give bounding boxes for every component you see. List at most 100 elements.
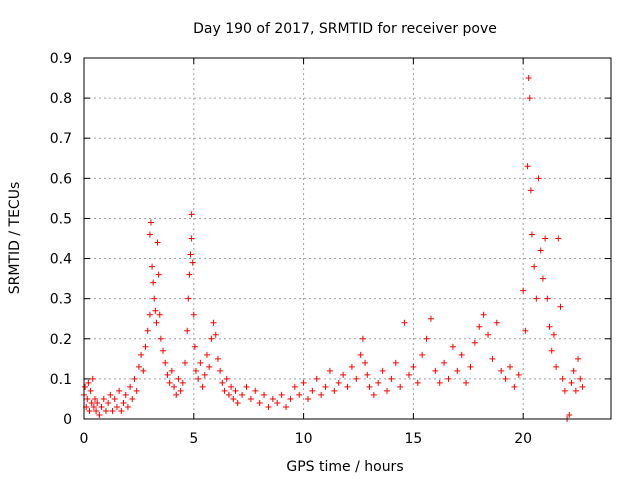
data-point — [546, 323, 553, 330]
data-point — [550, 331, 557, 338]
data-point — [127, 383, 134, 390]
data-point — [96, 411, 103, 418]
data-point — [353, 375, 360, 382]
x-tick-label: 0 — [80, 431, 89, 447]
data-point — [146, 311, 153, 318]
data-point — [401, 319, 408, 326]
data-point — [467, 363, 474, 370]
y-tick-label: 0.9 — [50, 51, 72, 67]
data-point — [364, 371, 371, 378]
data-point — [179, 379, 186, 386]
data-point — [111, 395, 118, 402]
data-point — [140, 367, 147, 374]
data-point — [147, 219, 154, 226]
y-tick-label: 0.6 — [50, 171, 72, 187]
data-point — [156, 311, 163, 318]
x-tick-label: 10 — [295, 431, 313, 447]
data-point — [153, 319, 160, 326]
data-point — [375, 379, 382, 386]
data-point — [144, 327, 151, 334]
data-point — [579, 383, 586, 390]
y-tick-label: 0.3 — [50, 292, 72, 308]
data-point — [300, 379, 307, 386]
data-point — [113, 403, 120, 410]
data-point — [208, 335, 215, 342]
data-point — [166, 379, 173, 386]
data-point — [531, 263, 538, 270]
data-point — [186, 271, 193, 278]
data-point — [252, 387, 259, 394]
data-point — [388, 375, 395, 382]
data-point — [485, 331, 492, 338]
data-point — [210, 319, 217, 326]
data-point — [384, 387, 391, 394]
data-point — [94, 399, 101, 406]
data-point — [502, 375, 509, 382]
data-point — [122, 391, 129, 398]
y-tick-label: 0.4 — [50, 252, 72, 268]
data-point — [291, 383, 298, 390]
data-point — [149, 263, 156, 270]
data-point — [86, 407, 93, 414]
data-point — [85, 379, 92, 386]
data-point — [187, 251, 194, 258]
data-point — [575, 355, 582, 362]
data-point — [528, 231, 535, 238]
data-point — [90, 403, 97, 410]
data-point — [89, 375, 96, 382]
data-point — [219, 379, 226, 386]
data-point — [157, 335, 164, 342]
x-axis-title: GPS time / hours — [286, 459, 403, 475]
data-point — [566, 411, 573, 418]
data-point — [359, 335, 366, 342]
y-tick-label: 0.8 — [50, 91, 72, 107]
data-point — [191, 343, 198, 350]
data-point — [348, 363, 355, 370]
x-tick-label: 5 — [189, 431, 198, 447]
data-point — [322, 383, 329, 390]
data-point — [82, 383, 89, 390]
data-point — [109, 407, 116, 414]
data-point — [511, 383, 518, 390]
data-point — [184, 327, 191, 334]
data-point — [265, 403, 272, 410]
data-point — [151, 295, 158, 302]
data-point — [175, 375, 182, 382]
data-point — [221, 387, 228, 394]
data-point — [537, 247, 544, 254]
data-point — [105, 399, 112, 406]
plot-frame — [83, 57, 612, 420]
data-point — [120, 399, 127, 406]
x-axis: 0 5 10 15 20 — [80, 58, 532, 447]
data-point — [133, 387, 140, 394]
data-point — [441, 359, 448, 366]
data-point — [414, 379, 421, 386]
data-point — [225, 391, 232, 398]
data-point — [427, 315, 434, 322]
data-point — [173, 391, 180, 398]
data-point — [309, 387, 316, 394]
data-point — [370, 391, 377, 398]
data-point — [405, 371, 412, 378]
data-point — [100, 395, 107, 402]
data-point — [561, 387, 568, 394]
x-tick-label: 20 — [514, 431, 532, 447]
data-point — [84, 395, 91, 402]
data-point — [577, 375, 584, 382]
data-point — [188, 211, 195, 218]
data-point — [340, 371, 347, 378]
data-point — [201, 371, 208, 378]
data-point — [164, 371, 171, 378]
data-point — [88, 399, 95, 406]
data-point — [524, 163, 531, 170]
data-point — [458, 351, 465, 358]
data-point — [185, 295, 192, 302]
data-point — [102, 407, 109, 414]
data-point — [379, 367, 386, 374]
data-point — [296, 391, 303, 398]
data-point — [318, 391, 325, 398]
data-point — [449, 343, 456, 350]
data-point — [331, 387, 338, 394]
data-point — [107, 391, 114, 398]
data-point — [162, 359, 169, 366]
